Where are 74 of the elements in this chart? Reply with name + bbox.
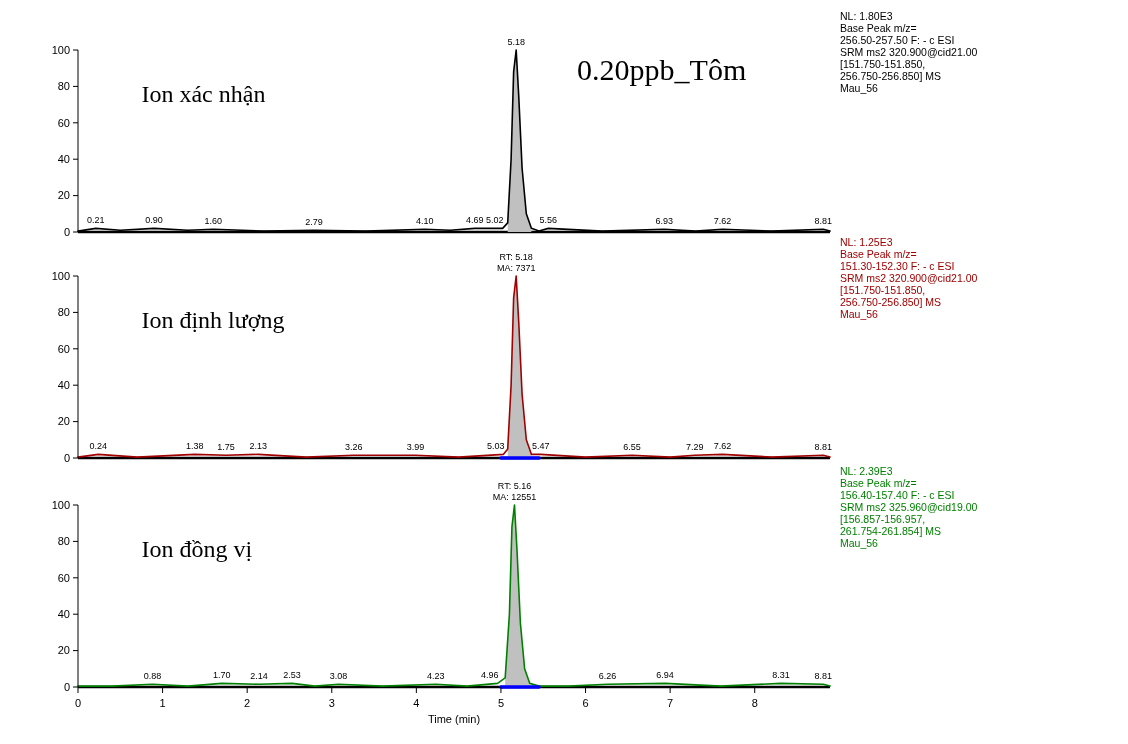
annotation: 3.08	[329, 671, 348, 682]
annotation: 5.03	[486, 441, 505, 452]
y-tick-label: 20	[57, 189, 70, 202]
annotation: 1.75	[217, 442, 235, 453]
y-tick-label: 80	[57, 535, 70, 548]
text: Ion xác nhận	[141, 81, 266, 107]
y-tick-label: 0	[63, 451, 70, 464]
annotation: 4.96	[481, 670, 499, 681]
y-tick-label: 100	[51, 43, 70, 56]
annotation: 6.93	[655, 216, 673, 227]
annotation: 1.38	[185, 441, 204, 452]
annotation: 1.60	[204, 216, 223, 227]
annotation: 0.88	[143, 671, 162, 682]
annotation: 5.47	[531, 441, 550, 452]
y-tick-label: 80	[57, 306, 70, 319]
text: NL: 1.80E3 Base Peak m/z= 256.50-257.50 F: - c ESI SRM ms2 320.900@cid21.00 [151.750-151.850, 256.750-256.850] MS Mau_56	[840, 10, 978, 94]
annotation: 8.31	[772, 670, 790, 681]
annotation: 8.81	[814, 671, 832, 682]
annotation: 2.13	[249, 441, 267, 452]
y-tick-label: 40	[57, 379, 70, 392]
text: NL: 2.39E3 Base Peak m/z= 156.40-157.40 F: - c ESI SRM ms2 325.960@cid19.00 [156.857-156.957, 261.754-261.854] MS Mau_56	[840, 465, 978, 549]
chart-subtitle: 0.20ppb_Tôm	[577, 53, 747, 86]
annotation: 0.90	[145, 215, 163, 226]
y-tick-label: 100	[51, 269, 70, 282]
y-tick-label: 100	[51, 498, 70, 511]
y-tick-label: 60	[57, 571, 70, 584]
y-tick-label: 60	[57, 342, 70, 355]
annotation: 2.14	[250, 671, 268, 682]
y-tick-label: 60	[57, 116, 70, 129]
annotation: 0.24	[89, 441, 108, 452]
annotation: 8.81	[814, 216, 832, 227]
annotation: 3.99	[406, 442, 425, 453]
annotation: 8.81	[814, 442, 832, 453]
annotation: 2.79	[305, 217, 323, 228]
x-tick-label: 6	[582, 697, 589, 709]
annotation: 3.26	[345, 442, 363, 453]
annotation: 5.02	[486, 215, 504, 226]
y-tick-label: 20	[57, 644, 70, 657]
y-tick-label: 80	[57, 80, 70, 93]
x-tick-label: 8	[751, 697, 758, 709]
x-tick-label: 5	[497, 697, 505, 709]
line-series	[77, 504, 831, 687]
annotation: 2.53	[283, 670, 301, 681]
x-tick-label: 2	[244, 697, 251, 709]
annotation: RT: 5.18 MA: 7371	[496, 252, 536, 273]
annotation: 1.70	[213, 670, 231, 681]
annotation: 0.21	[87, 215, 105, 226]
y-tick-label: 40	[57, 153, 70, 166]
y-tick-label: 0	[63, 225, 70, 238]
y-tick-label: 40	[57, 608, 70, 621]
x-tick-label: 1	[159, 697, 166, 709]
x-axis-title: Time (min)	[427, 713, 481, 725]
text: Ion đồng vị	[141, 536, 253, 562]
x-tick-label: 4	[413, 697, 420, 709]
line-series	[77, 275, 831, 458]
annotation: 7.62	[713, 216, 732, 227]
x-tick-label: 7	[667, 697, 674, 709]
y-tick-label: 20	[57, 415, 70, 428]
annotation: 6.55	[623, 442, 641, 453]
text: NL: 1.25E3 Base Peak m/z= 151.30-152.30 F: - c ESI SRM ms2 320.900@cid21.00 [151.750-151.850, 256.750-256.850] MS Mau_56	[840, 236, 978, 320]
annotation: 6.26	[598, 671, 617, 682]
annotation: 4.23	[427, 671, 445, 682]
annotation: 4.10	[416, 216, 434, 227]
annotation: 7.29	[685, 442, 704, 453]
x-tick-label: 0	[74, 697, 82, 709]
annotation: RT: 5.16 MA: 12551	[492, 481, 537, 502]
x-tick-label: 3	[328, 697, 335, 709]
annotation: 7.62	[713, 441, 732, 452]
annotation: 5.18	[507, 37, 525, 47]
annotation: 5.56	[539, 215, 558, 226]
text: Ion định lượng	[141, 307, 285, 333]
y-tick-label: 0	[63, 680, 70, 693]
annotation: 4.69	[465, 215, 484, 226]
annotation: 6.94	[656, 670, 674, 681]
